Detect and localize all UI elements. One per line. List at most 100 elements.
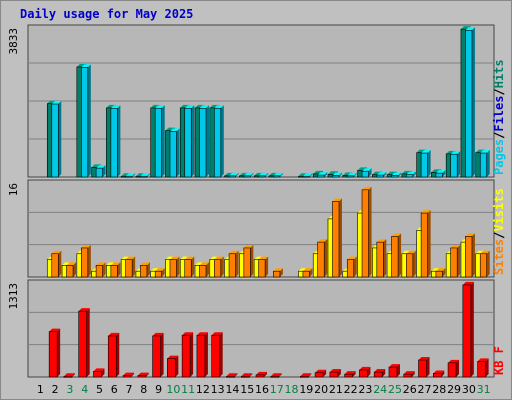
- bar-visits-sites-sites-31-top: [480, 250, 490, 254]
- bar-kbf-kb-f-5: [93, 371, 102, 378]
- x-tick-label: 18: [285, 383, 299, 396]
- bar-hits-files-pages-files-12-top: [199, 105, 210, 109]
- bar-hits-files-pages-files-23-top: [362, 168, 372, 172]
- bar-visits-sites-sites-16-side: [265, 256, 269, 277]
- bar-visits-sites-sites-17: [273, 270, 281, 278]
- bar-hits-files-pages-files-29-side: [457, 151, 461, 177]
- bar-visits-sites-sites-26-top: [406, 250, 416, 254]
- bar-hits-files-pages-files-23: [361, 170, 369, 178]
- bar-visits-sites-sites-16-top: [258, 256, 269, 260]
- bar-hits-files-pages-files-30: [465, 29, 473, 178]
- bar-visits-sites-sites-25-top: [391, 233, 402, 237]
- x-tick-label: 8: [140, 383, 147, 396]
- x-tick-label: 13: [211, 383, 225, 396]
- bar-hits-files-pages-files-21-side: [338, 172, 342, 177]
- bar-visits-sites-sites-23-side: [368, 186, 372, 277]
- bar-hits-files-pages-files-11-top: [184, 105, 195, 109]
- bar-visits-sites-sites-4-side: [87, 244, 91, 277]
- bar-kbf-kb-f-12-side: [204, 332, 208, 377]
- bar-kbf-kb-f-8: [137, 375, 147, 378]
- bar-hits-files-pages-files-26: [406, 174, 414, 178]
- bar-kbf-kb-f-25-top: [388, 364, 400, 368]
- bar-visits-sites-sites-16: [258, 259, 266, 278]
- bar-visits-sites-sites-20-top: [317, 239, 328, 243]
- bar-kbf-kb-f-9-top: [152, 332, 164, 336]
- x-tick-label: 2: [52, 383, 59, 396]
- bar-visits-sites-sites-15-side: [250, 244, 254, 277]
- bar-kbf-kb-f-10-top: [167, 355, 179, 359]
- bar-hits-files-pages-files-17-top: [273, 172, 283, 176]
- bar-kbf-kb-f-17-top: [270, 373, 282, 377]
- bar-visits-sites-sites-3-side: [73, 262, 77, 277]
- bar-kbf-kb-f-14: [226, 375, 235, 378]
- bar-kbf-kb-f-21-top: [329, 369, 341, 373]
- bar-kbf-kb-f-5-side: [101, 368, 105, 377]
- bar-kbf-kb-f-29-top: [448, 359, 460, 363]
- x-tick-label: 19: [299, 383, 313, 396]
- bar-hits-files-pages-files-28-side: [442, 170, 446, 177]
- bar-visits-sites-sites-13: [213, 259, 222, 278]
- bar-visits-sites-sites-25: [391, 236, 399, 278]
- legend-entry: Sites: [492, 239, 506, 275]
- bar-hits-files-pages-files-8-side: [146, 173, 150, 178]
- bar-hits-files-pages-files-14-side: [235, 172, 239, 177]
- bar-visits-sites-sites-28: [435, 270, 443, 278]
- bar-visits-sites-sites-9: [154, 270, 162, 278]
- bar-visits-sites-sites-7: [125, 259, 133, 278]
- bar-hits-files-pages-files-10-side: [176, 128, 180, 177]
- bar-hits-files-pages-files-15-side: [250, 172, 254, 177]
- bar-kbf-kb-f-26-side: [411, 371, 415, 377]
- bar-hits-files-pages-files-20-side: [324, 172, 328, 177]
- legend-entry: Hits: [492, 59, 506, 88]
- bar-hits-files-pages-files-13-side: [220, 105, 224, 177]
- bar-hits-files-pages-files-10: [169, 131, 177, 178]
- bar-hits-files-pages-files-31: [479, 152, 488, 178]
- bar-hits-files-pages-files-24-top: [376, 172, 387, 176]
- bar-hits-files-pages-files-16-top: [258, 172, 269, 176]
- bar-kbf-kb-f-2: [48, 331, 58, 378]
- bar-hits-files-pages-files-25-top: [391, 172, 402, 176]
- x-tick-label: 30: [462, 383, 476, 396]
- bar-visits-sites-sites-9-side: [161, 268, 165, 277]
- bar-hits-files-pages-files-30-top: [465, 27, 475, 31]
- bar-kbf-kb-f-13: [211, 334, 220, 378]
- bar-hits-files-pages-files-20-top: [317, 172, 328, 176]
- bar-visits-sites-sites-17-side: [279, 268, 283, 277]
- x-tick-label: 21: [329, 383, 343, 396]
- legend-entry: KB F: [492, 346, 506, 375]
- bar-kbf-kb-f-15: [240, 375, 250, 378]
- bar-visits-sites-sites-22-top: [347, 256, 357, 260]
- bar-hits-files-pages-files-7-top: [125, 173, 136, 177]
- bar-visits-sites-sites-19-top: [302, 268, 313, 272]
- bar-kbf-kb-f-26: [403, 373, 413, 378]
- bar-visits-sites-sites-20: [317, 241, 325, 278]
- bar-visits-sites-sites-26: [406, 253, 414, 278]
- bar-hits-files-pages-files-17: [273, 175, 281, 178]
- bar-visits-sites-sites-23-top: [362, 186, 372, 190]
- bar-hits-files-pages-files-12: [199, 107, 207, 178]
- bar-hits-files-pages-files-5-side: [102, 165, 106, 177]
- legend-entry: Pages: [492, 139, 506, 175]
- bar-hits-files-pages-files-12-side: [206, 105, 210, 177]
- bar-visits-sites-sites-24-top: [376, 239, 387, 243]
- bar-kbf-kb-f-7-side: [131, 372, 135, 377]
- bar-kbf-kb-f-28-side: [441, 370, 445, 377]
- bar-kbf-kb-f-23-top: [359, 366, 371, 370]
- bar-hits-files-pages-files-17-side: [279, 172, 283, 177]
- bar-visits-sites-sites-29-side: [457, 244, 461, 277]
- bar-hits-files-pages-files-29-top: [450, 151, 461, 155]
- bar-hits-files-pages-files-2: [51, 103, 59, 178]
- x-tick-label: 17: [270, 383, 284, 396]
- bar-hits-files-pages-files-11: [184, 107, 192, 178]
- bar-hits-files-pages-files-14-top: [229, 172, 239, 176]
- bar-hits-files-pages-files-13-top: [214, 105, 224, 109]
- bar-visits-sites-sites-7-top: [125, 256, 136, 260]
- bar-visits-sites-sites-11: [184, 259, 192, 278]
- bar-visits-sites-sites-12-side: [206, 262, 210, 277]
- bar-kbf-kb-f-12: [196, 334, 206, 378]
- bar-visits-sites-sites-5-side: [102, 262, 106, 277]
- bar-visits-sites-sites-15-top: [243, 244, 254, 248]
- bar-hits-files-pages-files-10-top: [169, 128, 180, 132]
- bar-visits-sites-sites-19-side: [309, 268, 313, 277]
